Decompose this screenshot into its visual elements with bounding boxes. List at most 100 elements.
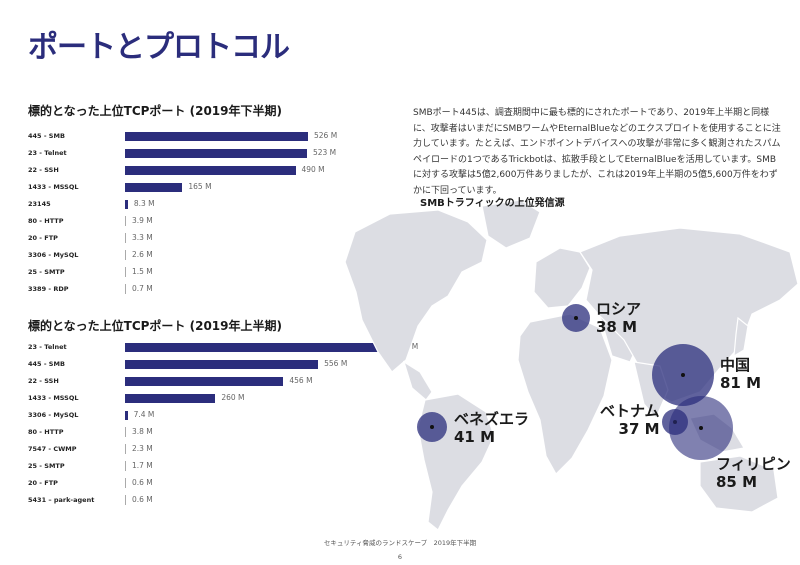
- label-venezuela-country: ベネズエラ: [454, 410, 530, 428]
- bar-row: 80 - HTTP 3.9 M: [28, 215, 368, 229]
- bar-category-label: 25 - SMTP: [28, 462, 65, 470]
- bar-row: 1433 - MSSQL 165 M: [28, 181, 368, 195]
- label-venezuela: ベネズエラ 41 M: [454, 410, 529, 446]
- bar: [125, 360, 319, 369]
- bar-value-label: 1.7 M: [132, 461, 153, 470]
- bar: [125, 394, 216, 403]
- bubble-venezuela: [417, 412, 447, 442]
- bar-value-label: 2.3 M: [132, 444, 153, 453]
- bar-category-label: 5431 – park-agent: [28, 496, 95, 504]
- bar-row: 22 - SSH 456 M: [28, 375, 368, 389]
- label-vietnam-country: ベトナム: [600, 402, 660, 420]
- bar-value-label: 8.3 M: [133, 199, 155, 208]
- bar-tick: [125, 267, 126, 277]
- bar-value-label: 490 M: [301, 165, 325, 174]
- bar-category-label: 23 - Telnet: [28, 149, 67, 157]
- label-vietnam: ベトナム 37 M: [600, 402, 660, 438]
- bar-category-label: 80 - HTTP: [28, 428, 64, 436]
- label-philippines: フィリピン 85 M: [716, 455, 791, 491]
- bar-value-label: 556 M: [324, 359, 348, 368]
- bubble-philippines: [669, 396, 733, 460]
- label-philippines-value: 85 M: [716, 473, 758, 491]
- bar-row: 20 - FTP 3.3 M: [28, 232, 368, 246]
- bar-row: 3389 - RDP 0.7 M: [28, 283, 368, 297]
- bar-category-label: 1433 - MSSQL: [28, 394, 79, 402]
- bubble-china: [652, 344, 714, 406]
- bar: [125, 377, 284, 386]
- body-paragraph: SMBポート445は、調査期間中に最も標的にされたポートであり、2019年上半期…: [413, 108, 781, 196]
- bar-value-label: 3.9 M: [132, 216, 153, 225]
- bar-tick: [125, 216, 126, 226]
- bubble-russia: [562, 304, 590, 332]
- label-venezuela-value: 41 M: [454, 428, 496, 446]
- bar-category-label: 20 - FTP: [28, 234, 58, 242]
- bar-row: 5431 – park-agent 0.6 M: [28, 494, 368, 508]
- bar: [125, 343, 389, 352]
- bar-value-label: 0.6 M: [132, 495, 153, 504]
- chart-h1-title: 標的となった上位TCPポート (2019年上半期): [28, 319, 282, 333]
- bar-category-label: 3306 - MySQL: [28, 251, 79, 259]
- page-number: 6: [397, 553, 403, 561]
- bar-row: 23 - Telnet 523 M: [28, 147, 368, 161]
- footer-text: セキュリティ脅威のランドスケープ 2019年下半期: [323, 539, 477, 547]
- bar-value-label: 2.6 M: [132, 250, 153, 259]
- bar-tick: [125, 461, 126, 471]
- bar-row: 3306 - MySQL 2.6 M: [28, 249, 368, 263]
- bar-row: 445 - SMB 526 M: [28, 130, 368, 144]
- bar-value-label: 0.6 M: [132, 478, 153, 487]
- chart-h2-title: 標的となった上位TCPポート (2019年下半期): [28, 104, 282, 118]
- label-china: 中国 81 M: [720, 356, 761, 392]
- bar-value-label: 7.4 M: [133, 410, 155, 419]
- bar-row: 23145 8.3 M: [28, 198, 368, 212]
- bar-category-label: 22 - SSH: [28, 377, 59, 385]
- label-russia-value: 38 M: [596, 318, 638, 336]
- bar-category-label: 22 - SSH: [28, 166, 59, 174]
- bar-category-label: 20 - FTP: [28, 479, 58, 487]
- bar-row: 25 - SMTP 1.7 M: [28, 460, 368, 474]
- bar-category-label: 3306 - MySQL: [28, 411, 79, 419]
- bar-value-label: 523 M: [312, 148, 337, 157]
- bar-category-label: 80 - HTTP: [28, 217, 64, 225]
- bar-row: 20 - FTP 0.6 M: [28, 477, 368, 491]
- bar-tick: [125, 495, 126, 505]
- bar-tick: [125, 233, 126, 243]
- bar-category-label: 25 - SMTP: [28, 268, 65, 276]
- bar-category-label: 445 - SMB: [28, 360, 65, 368]
- bar-category-label: 3389 - RDP: [28, 285, 69, 293]
- bar-category-label: 23145: [28, 200, 51, 208]
- bar-row: 22 - SSH 490 M: [28, 164, 368, 178]
- bar-tick: [125, 284, 126, 294]
- bar-row: 445 - SMB 556 M: [28, 358, 368, 372]
- bar-tick: [125, 478, 126, 488]
- bar-value-label: 526 M: [314, 131, 338, 140]
- label-china-value: 81 M: [720, 374, 762, 392]
- label-vietnam-value: 37 M: [618, 420, 660, 438]
- bar: [125, 200, 128, 209]
- bar: [125, 411, 128, 420]
- bar-tick: [125, 250, 126, 260]
- bar-category-label: 7547 - CWMP: [28, 445, 77, 453]
- bar-category-label: 445 - SMB: [28, 132, 65, 140]
- bar-tick: [125, 427, 126, 437]
- label-russia: ロシア 38 M: [596, 300, 641, 336]
- label-russia-country: ロシア: [596, 300, 642, 318]
- bar-category-label: 1433 - MSSQL: [28, 183, 79, 191]
- bar-value-label: 0.7 M: [132, 284, 153, 293]
- bar: [125, 183, 183, 192]
- bar-value-label: 456 M: [289, 376, 313, 385]
- bar-value-label: 3.3 M: [132, 233, 153, 242]
- bar-row: 1433 - MSSQL 260 M: [28, 392, 368, 406]
- bar-value-label: 1.5 M: [132, 267, 153, 276]
- bar: [125, 149, 307, 158]
- label-philippines-country: フィリピン: [716, 455, 791, 473]
- bar: [125, 132, 308, 141]
- bar-tick: [125, 444, 126, 454]
- bar-category-label: 23 - Telnet: [28, 343, 67, 351]
- bar-row: 3306 - MySQL 7.4 M: [28, 409, 368, 423]
- map-title: SMBトラフィックの上位発信源: [420, 198, 565, 209]
- bar-row: 7547 - CWMP 2.3 M: [28, 443, 368, 457]
- label-china-country: 中国: [720, 356, 751, 374]
- bar: [125, 166, 296, 175]
